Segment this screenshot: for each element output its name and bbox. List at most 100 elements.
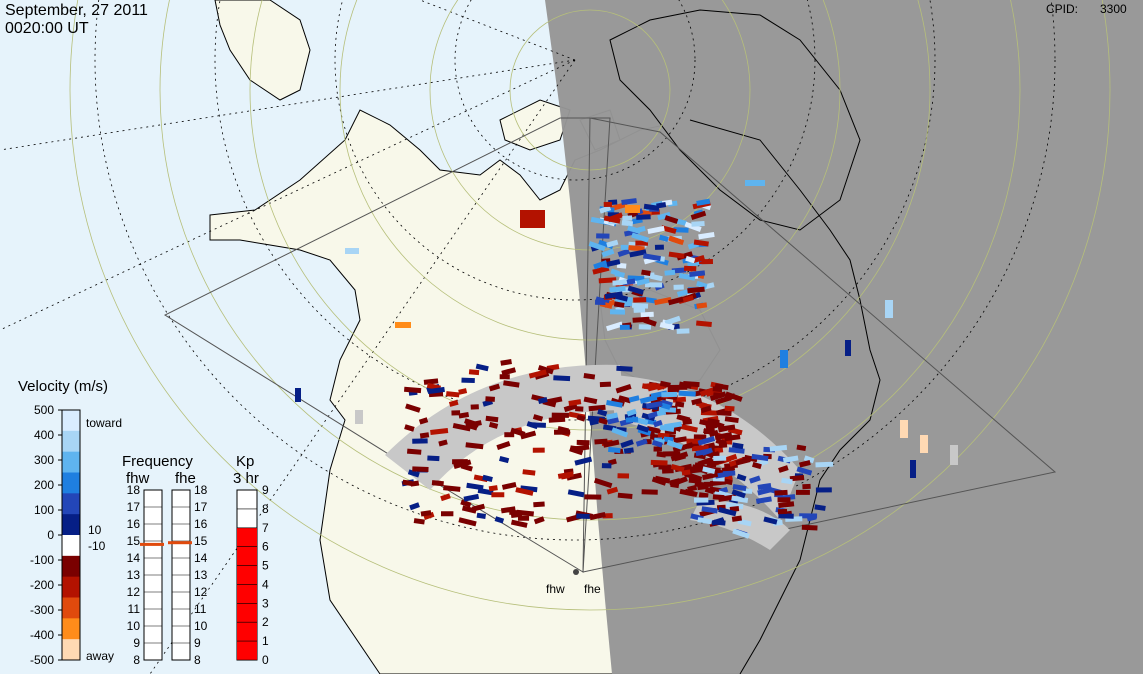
frequency-tick-label-left: 8	[133, 653, 140, 667]
velocity-cell	[632, 316, 650, 323]
velocity-cell	[584, 494, 602, 500]
velocity-cell	[611, 427, 629, 438]
velocity-cell	[589, 418, 599, 426]
frequency-tick-label-left: 10	[127, 619, 141, 633]
velocity-cell	[576, 513, 590, 519]
velocity-cell	[659, 380, 671, 388]
velocity-cell	[510, 519, 528, 528]
velocity-cell	[755, 496, 772, 504]
velocity-cell	[801, 524, 818, 531]
velocity-cell	[553, 375, 571, 382]
frequency-tick-label-left: 13	[127, 568, 141, 582]
frequency-marker-fhe	[168, 541, 192, 545]
velocity-cell	[815, 461, 834, 468]
velocity-cell	[604, 291, 623, 300]
frequency-tick-label-left: 17	[127, 500, 141, 514]
kp-tick-label: 8	[262, 502, 269, 516]
velocity-cell	[590, 216, 605, 225]
frequency-tick-label-left: 12	[127, 585, 141, 599]
velocity-cell	[602, 439, 620, 448]
velocity-cell	[757, 487, 773, 496]
velocity-cell	[615, 383, 632, 394]
frequency-radar-fhw: fhw	[126, 470, 150, 487]
velocity-tick-label: 0	[47, 528, 54, 542]
velocity-cell	[667, 296, 684, 306]
velocity-color-band	[62, 618, 80, 640]
velocity-color-band	[62, 576, 80, 598]
radar-sites: fhw fhe	[546, 569, 601, 596]
kp-tick-labels: 9 8 7 6 5 4 3 2 1 0	[262, 483, 269, 667]
velocity-cell	[594, 299, 606, 306]
velocity-cell	[423, 511, 435, 521]
velocity-cell	[566, 472, 582, 481]
velocity-cell	[618, 278, 628, 286]
velocity-cell	[885, 300, 893, 318]
geographic-grid	[0, 0, 1056, 674]
velocity-cell	[640, 311, 654, 318]
frequency-tick-label-right: 9	[194, 636, 201, 650]
fhe-fov	[582, 117, 1057, 573]
velocity-cell	[520, 430, 537, 440]
velocity-cell	[687, 286, 705, 294]
velocity-cell	[569, 446, 584, 456]
velocity-cell	[458, 388, 468, 395]
velocity-cell	[681, 469, 691, 476]
velocity-cell	[774, 489, 788, 496]
velocity-cell	[845, 340, 851, 356]
kp-tick-label: 5	[262, 559, 269, 573]
velocity-colorbar: Velocity (m/s) 500 400 300 200 100 0 -100 -200 -…	[18, 378, 122, 667]
velocity-cell	[520, 210, 545, 228]
velocity-cell	[628, 245, 645, 252]
velocity-cell	[684, 221, 702, 232]
velocity-cell	[778, 501, 795, 509]
velocity-cell	[499, 456, 510, 464]
velocity-cell	[647, 411, 659, 419]
velocity-cell	[731, 442, 744, 450]
velocity-cell	[504, 432, 515, 438]
toward-label: toward	[86, 416, 122, 430]
frequency-tick-label-right: 15	[194, 534, 208, 548]
velocity-cell	[501, 481, 517, 490]
velocity-cell	[798, 460, 811, 468]
velocity-cell	[696, 320, 712, 327]
velocity-cell	[656, 451, 667, 458]
velocity-cell	[641, 489, 658, 495]
velocity-cell	[563, 403, 578, 413]
frequency-tick-label-right: 12	[194, 585, 208, 599]
velocity-cell	[683, 265, 697, 272]
velocity-cell	[752, 461, 762, 470]
velocity-cell	[701, 506, 718, 514]
velocity-cell	[460, 499, 472, 508]
velocity-cell	[699, 419, 714, 427]
velocity-cell	[654, 244, 664, 250]
velocity-cell	[690, 210, 707, 220]
cpid-label: CPID:	[1046, 2, 1078, 16]
velocity-cell	[617, 248, 630, 258]
coastline-night	[609, 9, 881, 674]
velocity-cell	[412, 438, 428, 444]
velocity-cell	[619, 324, 630, 330]
velocity-cell	[431, 480, 441, 486]
velocity-cell	[694, 497, 709, 503]
velocity-cell	[691, 254, 706, 264]
velocity-cell	[699, 386, 718, 397]
site-label-fhe: fhe	[584, 582, 601, 596]
velocity-cell	[806, 514, 817, 522]
velocity-cell	[679, 488, 696, 497]
velocity-cell	[653, 446, 662, 452]
velocity-cell	[599, 205, 612, 214]
velocity-cell	[606, 399, 623, 408]
velocity-cell	[409, 502, 420, 511]
velocity-cell	[468, 369, 480, 376]
velocity-cell	[618, 395, 632, 404]
velocity-cell	[702, 466, 716, 474]
velocity-cell	[698, 231, 715, 240]
velocity-cell	[703, 427, 713, 435]
frequency-tick-label-right: 13	[194, 568, 208, 582]
velocity-cell	[723, 453, 738, 463]
velocity-cell	[509, 509, 523, 516]
velocity-cell	[622, 215, 633, 222]
kp-subtitle: 3 hr	[233, 470, 259, 487]
velocity-cell	[714, 383, 729, 391]
